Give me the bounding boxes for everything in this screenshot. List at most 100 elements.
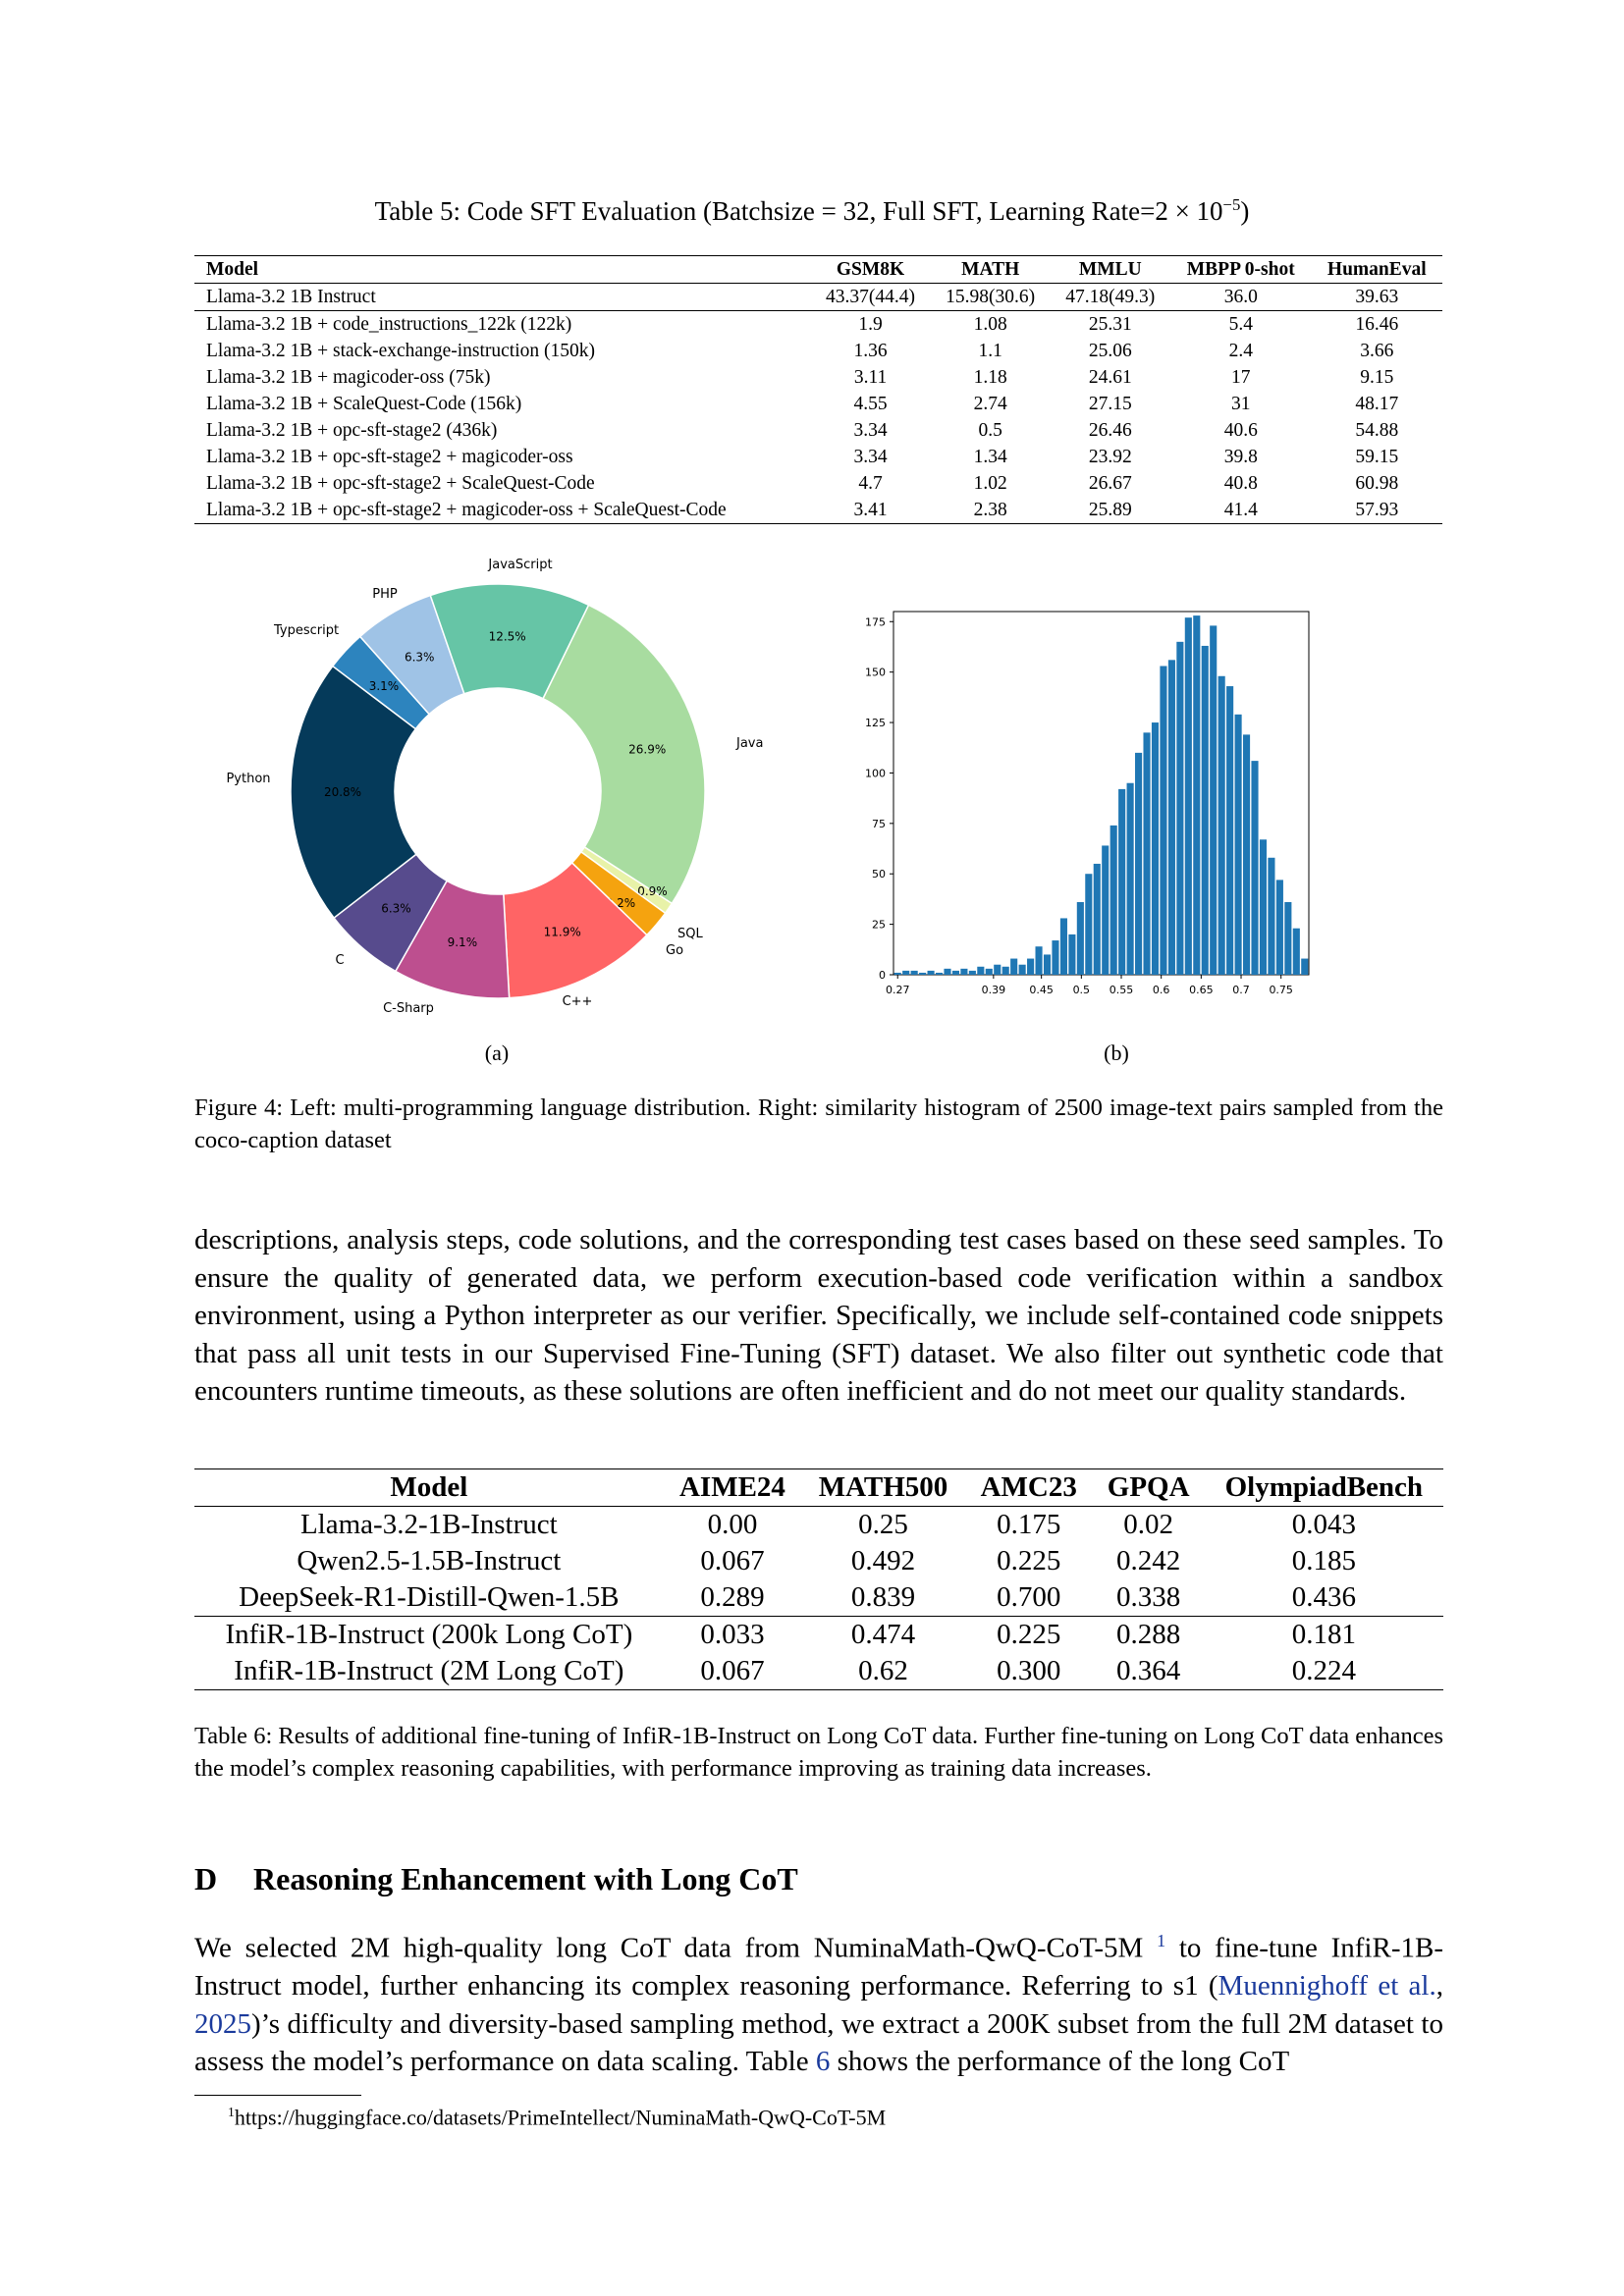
table-cell: 57.93 — [1355, 500, 1399, 520]
y-tick-label: 75 — [872, 818, 886, 830]
y-tick-label: 125 — [865, 717, 886, 729]
table-cell: 0.839 — [850, 1581, 916, 1613]
table-cell: 47.18(49.3) — [1065, 287, 1156, 307]
x-tick-label: 0.45 — [1029, 984, 1054, 996]
table-cell: 0.175 — [997, 1509, 1061, 1540]
table6-header-4: GPQA — [1107, 1471, 1190, 1503]
x-tick-label: 0.75 — [1269, 984, 1293, 996]
similarity-histogram: 0 25 50 75 100 125 150 175 0.27 0.39 0.45 0.5 0.55 0.… — [865, 611, 1310, 996]
language-donut-chart: 26.9% Java0.9%SQL2.2%Go11.9%C++9.1%C-Shar… — [226, 558, 763, 1016]
histogram-bar — [910, 970, 918, 975]
table-cell: 0.300 — [997, 1655, 1061, 1686]
donut-percent-label: 6.3% — [405, 651, 435, 665]
histogram-bar — [1018, 964, 1026, 975]
histogram-bar — [968, 970, 976, 975]
table-cell: 1.08 — [973, 314, 1007, 335]
table-row: InfiR-1B-Instruct (200k Long CoT) 0.033 0.… — [194, 1616, 1443, 1654]
histogram-bar — [1068, 934, 1076, 975]
table-cell: 25.31 — [1088, 314, 1132, 335]
table-cell: DeepSeek-R1-Distill-Qwen-1.5B — [239, 1581, 620, 1613]
histogram-bar — [1284, 902, 1292, 975]
donut-percent-label: 9.1% — [448, 935, 478, 949]
table-cell: 16.46 — [1355, 314, 1399, 335]
histogram-bar — [1001, 966, 1009, 975]
table-cell: 4.7 — [858, 473, 883, 494]
table-cell: 39.63 — [1355, 287, 1399, 307]
y-tick-label: 0 — [879, 969, 886, 982]
table-cell: 1.34 — [973, 447, 1007, 467]
section-number: D — [194, 1861, 218, 1896]
histogram-bar — [1193, 615, 1201, 975]
histogram-bar — [960, 968, 968, 975]
table-cell: 0.25 — [858, 1509, 908, 1540]
table-cell: 25.06 — [1088, 341, 1132, 361]
histogram-bar — [1043, 954, 1052, 975]
donut-slice-javascript — [429, 583, 590, 700]
table-cell: 0.225 — [997, 1619, 1061, 1650]
table-cell: 1.18 — [973, 367, 1007, 388]
histogram-bar — [1176, 641, 1184, 975]
x-tick-label: 0.65 — [1189, 984, 1214, 996]
table-cell: 43.37(44.4) — [826, 287, 916, 307]
table-cell: 40.8 — [1223, 473, 1258, 494]
citation-link-author[interactable]: Muennighoff et al. — [1218, 1970, 1436, 2002]
histogram-bar — [1234, 714, 1242, 975]
donut-percent-label: 20.8% — [324, 785, 361, 799]
table5-header-2: MATH — [961, 259, 1020, 280]
y-tick-label: 150 — [865, 667, 886, 679]
x-tick-label: 0.55 — [1110, 984, 1134, 996]
histogram-bar — [1167, 660, 1175, 975]
table-row: Qwen2.5-1.5B-Instruct 0.067 0.492 0.225 0.24… — [194, 1543, 1443, 1579]
table-cell: 1.1 — [978, 341, 1002, 361]
table-row: Llama-3.2 1B + opc-sft-stage2 + magicode… — [194, 444, 1442, 470]
histogram-bar — [977, 966, 985, 975]
table-cell: 0.436 — [1291, 1581, 1356, 1613]
table6: Model AIME24 MATH500 AMC23 GPQA OlympiadBench… — [194, 1468, 1443, 1690]
table-cell: Llama-3.2 1B + opc-sft-stage2 + magicode… — [206, 500, 727, 520]
donut-percent-label: 11.9% — [544, 926, 581, 939]
histogram-bar — [1184, 617, 1192, 975]
table6-header-1: AIME24 — [678, 1471, 785, 1503]
table-cell: Llama-3.2 1B + opc-sft-stage2 (436k) — [206, 420, 498, 441]
donut-percent-label: 0.9% — [637, 884, 668, 898]
donut-percent-label: 26.9% — [628, 743, 666, 757]
footnote-ref[interactable]: 1 — [1157, 1931, 1166, 1950]
table-cell: 3.34 — [853, 447, 888, 467]
donut-slice-java — [542, 604, 706, 905]
histogram-bar — [1268, 857, 1275, 975]
table5-header-3: MMLU — [1078, 259, 1142, 280]
table-row: Llama-3.2 1B Instruct 43.37(44.4) 15.98(30… — [194, 284, 1442, 311]
donut-slice-python — [290, 665, 417, 920]
histogram-bar — [1135, 752, 1143, 975]
citation-link-year[interactable]: 2025 — [194, 2007, 251, 2040]
table6-header-5: OlympiadBench — [1224, 1471, 1424, 1503]
x-tick-label: 0.27 — [886, 984, 910, 996]
x-tick-label: 0.39 — [982, 984, 1005, 996]
table5-header-1: GSM8K — [836, 259, 905, 280]
table-cell: 0.225 — [997, 1545, 1061, 1576]
table-cell: InfiR-1B-Instruct (2M Long CoT) — [234, 1655, 624, 1686]
histogram-bar — [893, 972, 901, 975]
histogram-bar — [902, 970, 910, 975]
histogram-bar — [1110, 825, 1117, 975]
footnote-rule — [194, 2095, 361, 2096]
y-tick-label: 50 — [872, 868, 886, 881]
table-cell: 2.4 — [1228, 341, 1253, 361]
table-cell: 0.242 — [1116, 1545, 1181, 1576]
table-ref-link[interactable]: 6 — [815, 2046, 831, 2078]
table-cell: 0.492 — [850, 1545, 916, 1576]
table5-header-4: MBPP 0-shot — [1186, 259, 1295, 280]
table-cell: 59.15 — [1355, 447, 1399, 467]
table-row: Llama-3.2 1B + ScaleQuest-Code (156k) 4.5… — [194, 391, 1442, 417]
y-tick-label: 25 — [872, 919, 886, 932]
footnote-url[interactable]: https://huggingface.co/datasets/PrimeInt… — [234, 2105, 887, 2130]
table-cell: InfiR-1B-Instruct (200k Long CoT) — [225, 1619, 633, 1650]
body-paragraph-2: We selected 2M high-quality long CoT dat… — [194, 1931, 1443, 2078]
donut-category-label: Python — [226, 772, 270, 786]
table-cell: 0.224 — [1291, 1655, 1356, 1686]
table-row: DeepSeek-R1-Distill-Qwen-1.5B 0.289 0.839 0… — [194, 1579, 1443, 1617]
table5-header-5: HumanEval — [1326, 259, 1427, 280]
table-row: Llama-3.2 1B + magicoder-oss (75k) 3.11 1.… — [194, 364, 1442, 391]
donut-category-label: JavaScript — [487, 558, 552, 572]
histogram-bar — [1052, 940, 1059, 975]
